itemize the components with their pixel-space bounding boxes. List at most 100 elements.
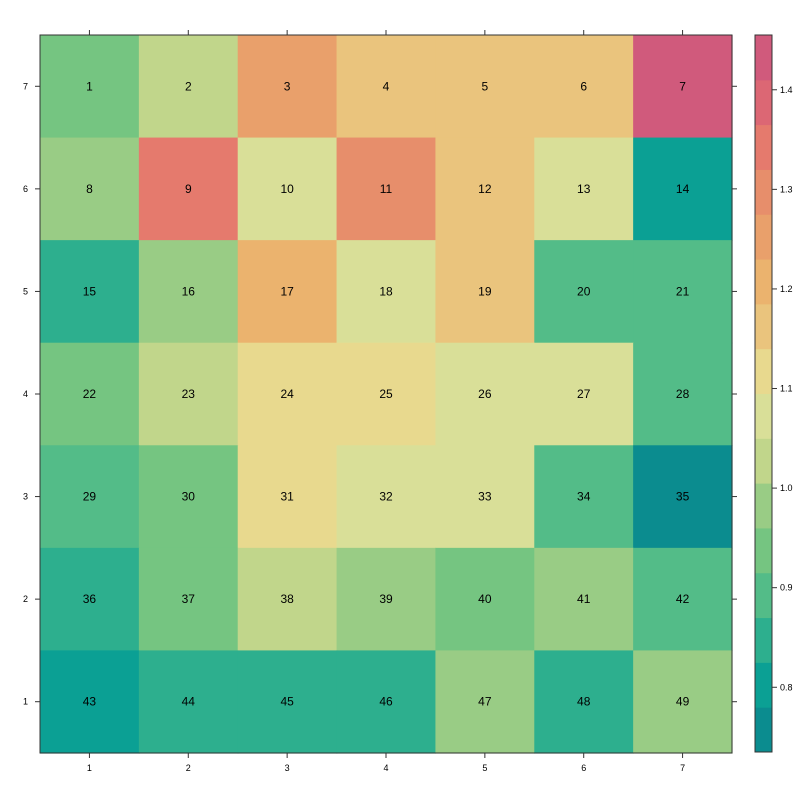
colorbar-tick-label: 1.2 xyxy=(780,284,793,294)
colorbar-bin xyxy=(755,707,772,753)
cell-label: 19 xyxy=(478,284,492,298)
heatmap-cell xyxy=(435,35,535,139)
heatmap-cell xyxy=(138,137,239,241)
heatmap-cell xyxy=(40,650,140,754)
heatmap-cell xyxy=(40,240,140,344)
colorbar-bin xyxy=(755,483,772,529)
cell-label: 23 xyxy=(182,387,196,401)
heatmap-cell xyxy=(138,35,239,139)
y-tick-label: 3 xyxy=(23,492,28,502)
cell-label: 34 xyxy=(577,490,591,504)
colorbar-bin xyxy=(755,79,772,126)
heatmap-cell xyxy=(237,35,338,139)
x-tick-label: 1 xyxy=(87,763,92,773)
heatmap-cell xyxy=(534,342,634,446)
cell-label: 31 xyxy=(280,490,294,504)
colorbar-bin xyxy=(755,303,772,350)
heatmap-cell xyxy=(40,137,140,241)
cell-label: 41 xyxy=(577,592,591,606)
cell-label: 5 xyxy=(482,79,489,93)
colorbar-tick-label: 0.8 xyxy=(780,682,793,692)
colorbar-bin xyxy=(755,214,772,260)
heatmap-cell xyxy=(336,650,437,754)
heatmap-cell xyxy=(633,650,733,754)
colorbar-bin xyxy=(755,348,772,394)
y-tick-label: 4 xyxy=(23,389,28,399)
colorbar-bin xyxy=(755,35,772,81)
colorbar-bin xyxy=(755,259,772,305)
heatmap-cell xyxy=(336,35,437,139)
heatmap-cell xyxy=(237,445,338,549)
heatmap-cell xyxy=(435,547,535,652)
heatmap-cell xyxy=(633,445,733,549)
heatmap-cell xyxy=(534,137,634,241)
cell-label: 10 xyxy=(280,182,294,196)
cell-label: 20 xyxy=(577,284,591,298)
colorbar-bin xyxy=(755,393,772,439)
colorbar-bin xyxy=(755,662,772,708)
colorbar-tick-label: 1.3 xyxy=(780,184,793,194)
cell-label: 44 xyxy=(182,695,196,709)
heatmap-cell xyxy=(336,445,437,549)
cell-label: 21 xyxy=(676,284,690,298)
colorbar-bin xyxy=(755,527,772,574)
cell-label: 37 xyxy=(182,592,196,606)
heatmap-cell xyxy=(237,240,338,344)
heatmap-cell xyxy=(40,342,140,446)
heatmap-cell xyxy=(534,547,634,652)
heatmap-cell xyxy=(633,35,733,139)
heatmap-cell xyxy=(336,547,437,652)
cell-label: 27 xyxy=(577,387,591,401)
cell-label: 42 xyxy=(676,592,690,606)
heatmap-cell xyxy=(435,240,535,344)
cell-label: 15 xyxy=(83,284,97,298)
cell-label: 12 xyxy=(478,182,492,196)
cell-label: 16 xyxy=(182,284,196,298)
heatmap-cell xyxy=(336,137,437,241)
cell-label: 3 xyxy=(284,79,291,93)
heatmap-cell xyxy=(40,35,140,139)
cell-label: 47 xyxy=(478,695,492,709)
heatmap-cell xyxy=(138,650,239,754)
cell-label: 4 xyxy=(383,79,390,93)
heatmap-cell xyxy=(237,342,338,446)
heatmap-cell xyxy=(237,137,338,241)
cell-label: 39 xyxy=(379,592,393,606)
cell-label: 26 xyxy=(478,387,492,401)
colorbar-tick-label: 0.9 xyxy=(780,583,793,593)
heatmap-cell xyxy=(534,650,634,754)
colorbar-bin xyxy=(755,572,772,619)
heatmap-cell xyxy=(237,650,338,754)
cell-label: 36 xyxy=(83,592,97,606)
y-tick-label: 1 xyxy=(23,697,28,707)
cell-label: 24 xyxy=(280,387,294,401)
heatmap-cell xyxy=(138,445,239,549)
heatmap-cell xyxy=(534,240,634,344)
y-tick-label: 7 xyxy=(23,81,28,91)
heatmap-cell xyxy=(534,445,634,549)
heatmap-cell xyxy=(534,35,634,139)
cell-label: 6 xyxy=(580,79,587,93)
cell-label: 2 xyxy=(185,79,192,93)
cell-label: 48 xyxy=(577,695,591,709)
heatmap-cell xyxy=(138,342,239,446)
y-tick-label: 2 xyxy=(23,594,28,604)
cell-label: 14 xyxy=(676,182,690,196)
heatmap-cell xyxy=(336,342,437,446)
x-tick-label: 4 xyxy=(383,763,388,773)
heatmap-cell xyxy=(336,240,437,344)
cell-label: 7 xyxy=(679,79,686,93)
cell-label: 49 xyxy=(676,695,690,709)
cell-label: 17 xyxy=(280,284,294,298)
colorbar: 0.8 0.9 1.0 1.1 1.2 1.3 1.4 xyxy=(754,34,793,753)
heatmap-cell xyxy=(633,547,733,652)
heatmap-cell xyxy=(633,342,733,446)
y-tick-label: 6 xyxy=(23,184,28,194)
colorbar-tick-label: 1.0 xyxy=(780,483,793,493)
cell-label: 32 xyxy=(379,490,393,504)
cell-label: 35 xyxy=(676,490,690,504)
cell-label: 43 xyxy=(83,695,97,709)
heatmap-cell xyxy=(435,342,535,446)
